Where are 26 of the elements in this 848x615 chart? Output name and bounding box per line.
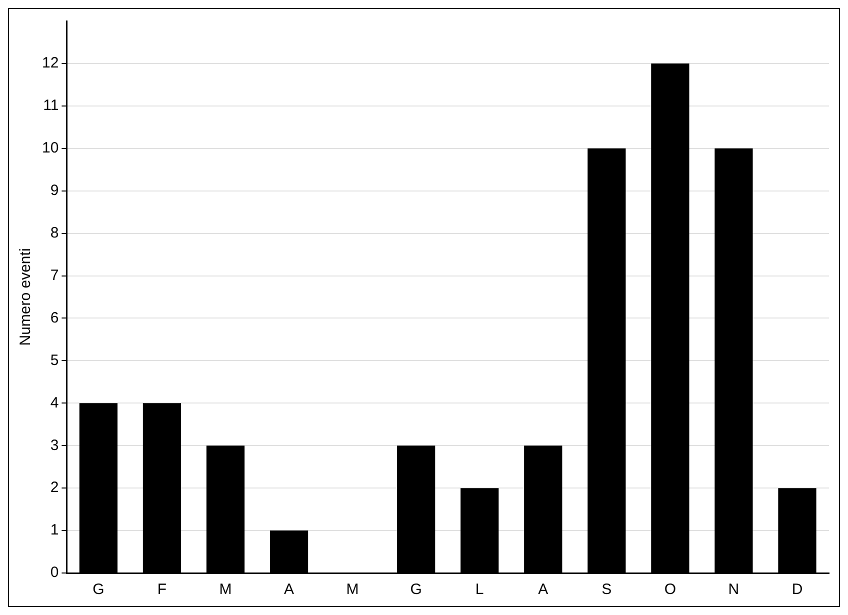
- y-tick-label: 7: [50, 266, 59, 284]
- x-tick-label: A: [538, 581, 548, 598]
- y-tick-label: 12: [42, 54, 59, 72]
- x-tick-label: S: [602, 581, 612, 598]
- x-tick-label: M: [219, 581, 232, 598]
- x-tick-label: G: [92, 581, 104, 598]
- x-tick-label: G: [410, 581, 422, 598]
- y-tick-label: 9: [50, 182, 59, 199]
- x-tick-label: O: [664, 581, 676, 598]
- x-tick-label: D: [792, 581, 803, 598]
- x-tick-label: M: [346, 581, 359, 598]
- x-tick-label: L: [475, 581, 484, 598]
- x-tick-label: N: [728, 581, 740, 598]
- y-tick-label: 3: [50, 436, 59, 454]
- y-tick-label: 6: [50, 309, 59, 326]
- x-tick-label: F: [157, 581, 167, 598]
- y-tick-label: 4: [50, 394, 59, 412]
- y-tick-label: 11: [43, 97, 59, 114]
- y-tick-label: 10: [42, 140, 59, 157]
- y-tick-label: 1: [50, 522, 59, 539]
- y-tick-label: 2: [50, 479, 59, 496]
- x-tick-label: A: [284, 581, 294, 598]
- y-tick-label: 5: [50, 352, 59, 369]
- y-tick-label: 8: [50, 224, 59, 242]
- y-tick-label: 0: [50, 564, 59, 582]
- y-axis-title: Numero eventi: [17, 248, 34, 346]
